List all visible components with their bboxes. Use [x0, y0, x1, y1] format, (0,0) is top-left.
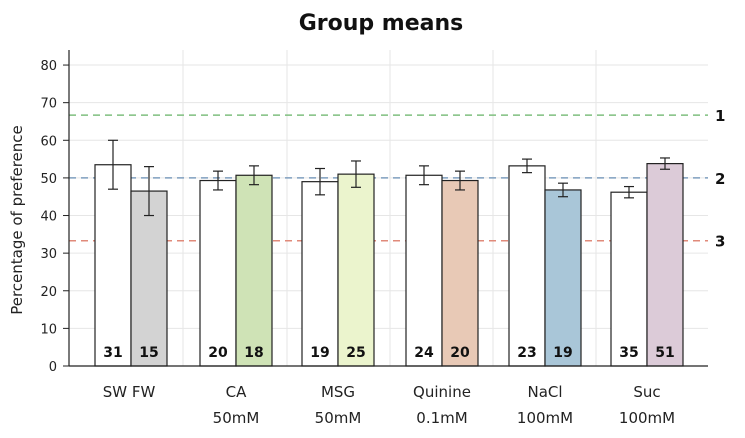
bar-count-label: 24 — [414, 345, 434, 361]
chart-title: Group means — [299, 11, 464, 36]
y-tick-label: 30 — [40, 247, 57, 262]
gridlines — [69, 50, 708, 366]
bar-count-label: 23 — [517, 345, 536, 361]
bar — [94, 164, 132, 367]
x-category-sublabel: 0.1mM — [416, 409, 467, 427]
bar-count-label: 20 — [208, 345, 228, 361]
bar-count-label: 19 — [310, 345, 329, 361]
bar-count-label: 35 — [619, 345, 638, 361]
y-tick-label: 0 — [49, 360, 57, 375]
x-category-label: NaCl — [527, 383, 562, 401]
bar-count-label: 18 — [244, 345, 263, 361]
x-category-sublabel: 100mM — [619, 409, 675, 427]
bar — [301, 181, 339, 367]
bar — [610, 191, 648, 367]
bar-count-label: 19 — [553, 345, 572, 361]
bar — [508, 165, 546, 367]
reference-line-label: 3 — [715, 233, 725, 251]
y-tick-label: 80 — [40, 59, 57, 74]
bar — [646, 163, 684, 367]
bar — [337, 173, 375, 367]
bar-count-label: 31 — [103, 345, 122, 361]
bar-count-label: 51 — [655, 345, 674, 361]
reference-line-label: 1 — [715, 107, 725, 125]
bars — [94, 139, 684, 367]
x-category-label: SW FW — [103, 383, 156, 401]
reference-line-label: 2 — [715, 170, 725, 188]
y-tick-label: 70 — [40, 97, 57, 112]
x-category-label: Suc — [633, 383, 660, 401]
bar-count-label: 25 — [346, 345, 365, 361]
y-tick-label: 50 — [40, 172, 57, 187]
bar — [441, 179, 479, 367]
bar-count-label: 20 — [450, 345, 470, 361]
y-tick-label: 60 — [40, 134, 57, 149]
x-category-label: MSG — [321, 383, 355, 401]
x-category-label: Quinine — [413, 383, 471, 401]
bar — [544, 189, 582, 367]
axes — [63, 50, 708, 367]
x-category-sublabel: 50mM — [213, 409, 260, 427]
bar — [235, 174, 273, 367]
x-category-label: CA — [226, 383, 247, 401]
y-tick-label: 10 — [40, 322, 57, 337]
y-tick-label: 40 — [40, 210, 57, 225]
bar-count-label: 15 — [139, 345, 158, 361]
y-tick-label: 20 — [40, 285, 57, 300]
x-category-sublabel: 50mM — [315, 409, 362, 427]
bar — [130, 190, 168, 367]
bar — [405, 174, 443, 367]
y-axis-label: Percentage of preference — [8, 125, 26, 315]
x-category-sublabel: 100mM — [517, 409, 573, 427]
bar — [199, 179, 237, 367]
reference-lines — [69, 114, 708, 242]
